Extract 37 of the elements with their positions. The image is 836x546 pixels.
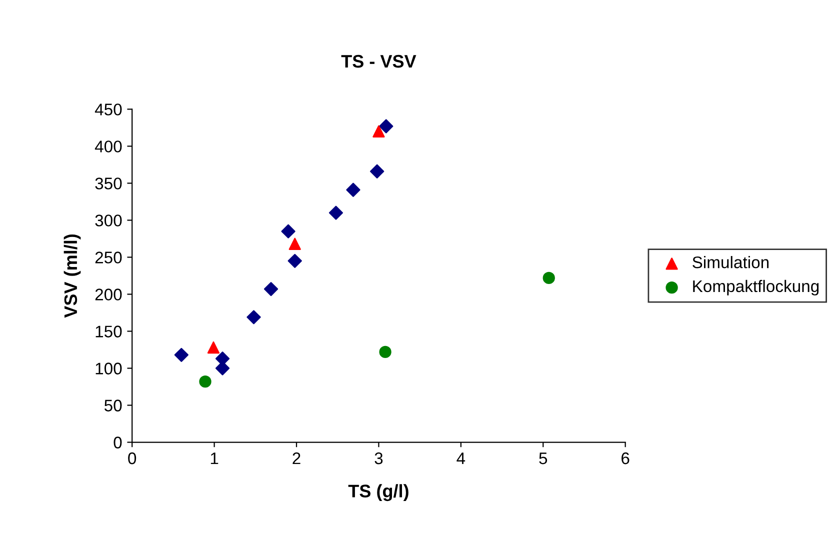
legend-label: Simulation <box>692 256 769 268</box>
y-axis-title: VSV (ml/l) <box>64 234 81 318</box>
y-tick-label: 200 <box>95 288 122 300</box>
y-tick-label: 50 <box>104 400 122 412</box>
point <box>379 346 392 358</box>
point <box>372 125 385 138</box>
x-tick-label: 0 <box>128 452 136 464</box>
point <box>328 206 344 220</box>
y-tick-label: 300 <box>95 214 122 226</box>
point <box>199 375 212 388</box>
y-tick-label: 150 <box>96 326 122 338</box>
x-tick-label: 5 <box>539 452 548 464</box>
point <box>542 272 555 284</box>
point <box>370 164 384 178</box>
y-tick-label: 250 <box>95 252 122 264</box>
y-tick-label: 350 <box>95 178 122 190</box>
x-tick-label: 4 <box>456 452 466 464</box>
y-tick-label: 400 <box>94 140 122 152</box>
x-tick-label: 3 <box>374 452 383 464</box>
y-tick-label: 100 <box>96 362 122 374</box>
x-tick-label: 2 <box>292 452 300 464</box>
point <box>288 254 302 268</box>
point <box>174 348 188 362</box>
point <box>281 224 296 238</box>
y-tick-label: 0 <box>114 436 122 448</box>
x-axis-title: TS (g/l) <box>348 484 408 502</box>
y-tick-label: 450 <box>94 104 122 116</box>
point <box>346 182 360 197</box>
point <box>379 119 394 134</box>
x-tick-label: 6 <box>622 452 630 464</box>
legend-label: Kompaktflockung <box>693 280 819 296</box>
point <box>207 341 220 354</box>
x-tick-label: 1 <box>210 452 218 464</box>
point <box>264 282 278 296</box>
point <box>246 310 261 324</box>
chart-title: TS - VSV <box>341 54 416 68</box>
point <box>288 238 301 250</box>
